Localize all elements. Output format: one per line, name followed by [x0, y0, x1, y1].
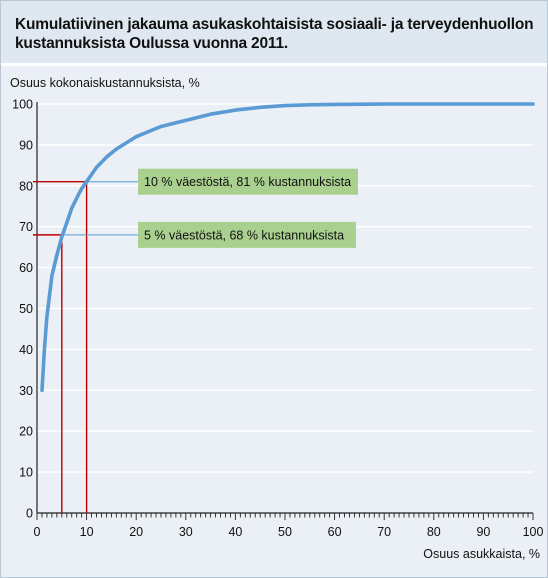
- y-tick-label: 70: [19, 220, 33, 234]
- chart-title-line-2: kustannuksista Oulussa vuonna 2011.: [15, 35, 288, 52]
- y-tick-label: 80: [19, 179, 33, 193]
- x-tick-label: 0: [34, 525, 41, 539]
- x-tick-label: 20: [129, 525, 143, 539]
- annotation-label: 10 % väestöstä, 81 % kustannuksista: [144, 175, 351, 189]
- x-tick-label: 90: [476, 525, 490, 539]
- plot-background: [1, 66, 547, 577]
- series-line-0: [40, 102, 535, 393]
- x-tick-label: 50: [278, 525, 292, 539]
- chart-title-line-1: Kumulatiivinen jakauma asukaskohtaisista…: [15, 16, 534, 33]
- x-tick-label: 70: [377, 525, 391, 539]
- y-tick-label: 40: [19, 343, 33, 357]
- y-tick-label: 50: [19, 302, 33, 316]
- y-tick-label: 100: [12, 98, 33, 112]
- chart-title: Kumulatiivinen jakauma asukaskohtaisista…: [15, 15, 541, 53]
- x-tick-label: 10: [80, 525, 94, 539]
- y-tick-label: 60: [19, 261, 33, 275]
- annotation-box: [138, 221, 356, 248]
- annotation-box: [138, 168, 358, 195]
- y-tick-label: 10: [19, 466, 33, 480]
- y-tick-label: 30: [19, 384, 33, 398]
- title-banner: Kumulatiivinen jakauma asukaskohtaisista…: [1, 1, 547, 63]
- x-axis-title: Osuus asukkaista, %: [423, 547, 540, 561]
- x-tick-label: 30: [179, 525, 193, 539]
- title-divider: [1, 63, 547, 66]
- y-tick-label: 20: [19, 425, 33, 439]
- y-axis-title: Osuus kokonaiskustannuksista, %: [10, 76, 200, 90]
- x-tick-label: 80: [427, 525, 441, 539]
- x-tick-label: 100: [523, 525, 544, 539]
- x-tick-label: 40: [228, 525, 242, 539]
- y-tick-label: 90: [19, 138, 33, 152]
- y-tick-label: 0: [26, 507, 33, 521]
- annotation-label: 5 % väestöstä, 68 % kustannuksista: [144, 228, 344, 242]
- x-tick-label: 60: [328, 525, 342, 539]
